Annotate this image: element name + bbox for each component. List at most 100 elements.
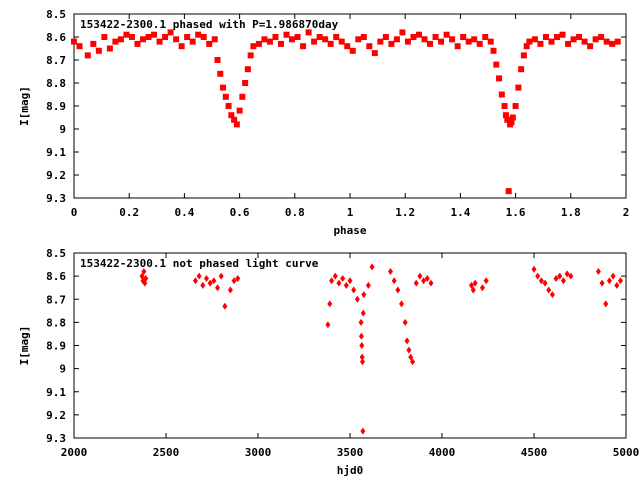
data-point bbox=[427, 40, 434, 47]
data-point bbox=[479, 284, 485, 292]
data-point bbox=[498, 91, 505, 98]
data-point bbox=[599, 279, 605, 287]
y-tick-label: 8.6 bbox=[46, 31, 66, 44]
data-point bbox=[227, 286, 233, 294]
data-point bbox=[487, 38, 494, 45]
data-point bbox=[355, 36, 362, 43]
data-point bbox=[225, 103, 232, 109]
data-point bbox=[316, 34, 323, 40]
data-point bbox=[377, 38, 384, 45]
data-point bbox=[587, 43, 594, 50]
data-point bbox=[217, 70, 224, 77]
data-point bbox=[399, 29, 406, 36]
data-point bbox=[570, 36, 577, 43]
data-point bbox=[399, 300, 405, 308]
x-tick-label: 2 bbox=[623, 206, 630, 219]
y-tick-label: 8.8 bbox=[46, 316, 66, 329]
data-point bbox=[592, 36, 599, 43]
data-point bbox=[416, 31, 422, 38]
data-point bbox=[140, 36, 146, 43]
data-point bbox=[537, 40, 544, 47]
data-point bbox=[438, 38, 445, 45]
data-point bbox=[360, 34, 367, 40]
data-point bbox=[178, 43, 185, 50]
x-tick-label: 0.2 bbox=[119, 206, 139, 219]
data-point bbox=[134, 40, 141, 47]
data-point bbox=[228, 112, 235, 119]
data-point bbox=[428, 279, 434, 287]
data-point bbox=[311, 38, 318, 45]
data-point bbox=[343, 281, 349, 289]
data-point bbox=[233, 121, 240, 128]
data-point bbox=[546, 286, 552, 294]
data-point bbox=[167, 29, 174, 36]
x-tick-label: 0 bbox=[71, 206, 78, 219]
data-point bbox=[71, 38, 77, 45]
x-axis-label: hjd0 bbox=[337, 464, 364, 477]
data-point bbox=[156, 38, 163, 45]
data-point bbox=[606, 277, 612, 285]
data-point bbox=[333, 34, 340, 40]
data-point bbox=[505, 188, 512, 195]
x-tick-label: 0.6 bbox=[230, 206, 250, 219]
data-point bbox=[340, 274, 346, 282]
data-point bbox=[360, 358, 366, 366]
data-point bbox=[501, 103, 508, 109]
data-point bbox=[101, 34, 108, 40]
data-point bbox=[502, 112, 509, 119]
y-tick-label: 9.3 bbox=[46, 432, 66, 445]
data-point bbox=[476, 40, 483, 47]
data-point bbox=[542, 279, 548, 287]
x-tick-label: 1.8 bbox=[561, 206, 581, 219]
data-point bbox=[358, 318, 364, 326]
y-tick-label: 9.1 bbox=[46, 146, 66, 159]
data-point bbox=[404, 337, 410, 345]
data-point bbox=[206, 40, 213, 47]
data-point bbox=[449, 36, 456, 43]
unphased-light-curve-plot: 2000 2500 3000 3500 4000 4500 5000 8.5 8.6 8.7 8.8… bbox=[18, 247, 639, 477]
data-point bbox=[408, 353, 414, 361]
data-point bbox=[406, 346, 412, 354]
data-point bbox=[200, 34, 207, 40]
data-point bbox=[531, 36, 538, 43]
data-point bbox=[322, 36, 329, 43]
data-point bbox=[250, 43, 257, 50]
data-point bbox=[482, 34, 489, 40]
data-point bbox=[369, 263, 375, 271]
y-axis-label: I[mag] bbox=[18, 326, 31, 366]
data-point bbox=[610, 272, 616, 280]
data-point bbox=[421, 36, 428, 43]
data-point bbox=[90, 40, 97, 47]
data-point bbox=[106, 45, 113, 52]
data-point bbox=[413, 279, 419, 287]
data-point bbox=[470, 286, 476, 294]
x-tick-label: 1.2 bbox=[395, 206, 415, 219]
data-point bbox=[388, 40, 395, 47]
data-point bbox=[395, 286, 401, 294]
data-point bbox=[393, 36, 400, 43]
x-tick-label: 2500 bbox=[153, 446, 180, 459]
data-point bbox=[472, 279, 478, 287]
data-point bbox=[305, 29, 312, 36]
data-point bbox=[360, 309, 366, 317]
data-point bbox=[327, 300, 333, 308]
data-point bbox=[568, 272, 574, 280]
data-point bbox=[542, 34, 549, 40]
x-tick-label: 2000 bbox=[61, 446, 88, 459]
data-point bbox=[387, 268, 393, 275]
data-point bbox=[366, 43, 373, 50]
data-point bbox=[538, 277, 544, 285]
data-point bbox=[382, 34, 389, 40]
data-point bbox=[360, 427, 366, 435]
data-point bbox=[184, 34, 191, 40]
data-point bbox=[141, 268, 147, 275]
data-point bbox=[614, 38, 621, 45]
data-point bbox=[242, 80, 249, 86]
data-point bbox=[557, 272, 563, 280]
data-point bbox=[222, 93, 229, 100]
data-point bbox=[526, 38, 533, 45]
data-point bbox=[332, 272, 338, 280]
data-point bbox=[512, 103, 519, 109]
data-point bbox=[211, 36, 218, 43]
